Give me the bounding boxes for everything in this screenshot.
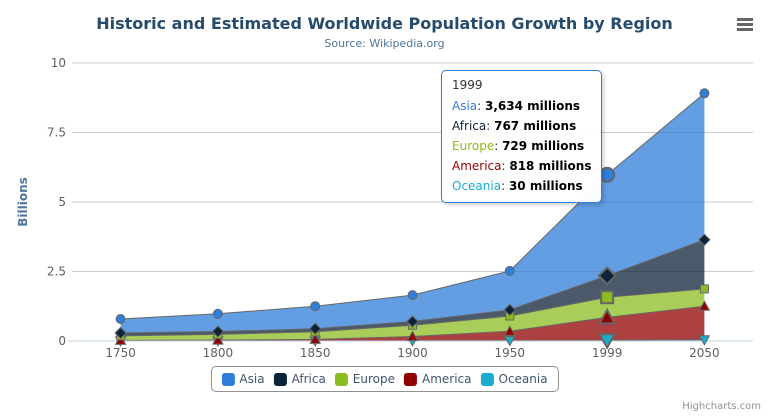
credits-link[interactable]: Highcharts.com bbox=[682, 401, 761, 412]
y-tick-label: 10 bbox=[51, 56, 66, 70]
marker-asia-1750[interactable] bbox=[115, 314, 126, 324]
marker-asia-1900[interactable] bbox=[407, 290, 418, 301]
tooltip-header: 1999 bbox=[452, 78, 483, 92]
marker-africa-1850[interactable] bbox=[308, 322, 322, 335]
y-tick-label: 2.5 bbox=[47, 265, 66, 279]
marker-africa-1950[interactable] bbox=[503, 303, 517, 317]
y-axis-title: Billions bbox=[16, 177, 30, 227]
legend-symbol-america bbox=[404, 372, 418, 386]
legend-item-africa[interactable]: Africa bbox=[273, 372, 326, 386]
marker-america-1999[interactable] bbox=[597, 307, 617, 325]
tooltip: 1999 Asia: 3,634 millions Africa: 767 mil… bbox=[441, 70, 603, 203]
y-tick-label: 7.5 bbox=[47, 126, 66, 140]
area-africa[interactable] bbox=[120, 239, 705, 336]
area-america[interactable] bbox=[120, 306, 705, 341]
tooltip-row-america: America: 818 millions bbox=[452, 159, 592, 173]
marker-africa-1750[interactable] bbox=[114, 326, 127, 340]
marker-america-1800[interactable] bbox=[212, 334, 224, 345]
legend-symbol-europe bbox=[334, 372, 348, 386]
legend-item-europe[interactable]: Europe bbox=[334, 372, 396, 386]
hamburger-menu-icon bbox=[737, 17, 753, 21]
x-tick-label: 1750 bbox=[105, 346, 136, 360]
legend-label: America bbox=[422, 372, 472, 386]
x-tick-label: 2050 bbox=[689, 346, 720, 360]
export-menu-button[interactable] bbox=[733, 13, 757, 35]
legend-item-america[interactable]: America bbox=[404, 372, 472, 386]
marker-asia-1800[interactable] bbox=[212, 308, 223, 319]
y-tick-label: 5 bbox=[58, 195, 66, 209]
marker-africa-1999[interactable] bbox=[597, 266, 617, 286]
marker-oceania-2050[interactable] bbox=[698, 335, 711, 346]
marker-america-1900[interactable] bbox=[406, 330, 419, 341]
chart-title: Historic and Estimated Worldwide Populat… bbox=[96, 14, 673, 33]
chart-subtitle: Source: Wikipedia.org bbox=[324, 37, 445, 50]
legend-label: Africa bbox=[291, 372, 326, 386]
legend-label: Europe bbox=[352, 372, 396, 386]
x-tick-label: 1850 bbox=[300, 346, 331, 360]
marker-asia-1999[interactable] bbox=[599, 166, 616, 183]
marker-oceania-1950[interactable] bbox=[503, 336, 516, 347]
marker-africa-1900[interactable] bbox=[406, 315, 419, 328]
y-tick-label: 0 bbox=[58, 334, 66, 348]
x-tick-label: 1950 bbox=[495, 346, 526, 360]
legend: Asia Africa Europe America Oceania bbox=[210, 366, 559, 392]
marker-africa-2050[interactable] bbox=[698, 233, 711, 247]
legend-symbol-oceania bbox=[480, 372, 494, 386]
area-asia[interactable] bbox=[120, 93, 705, 333]
marker-america-2050[interactable] bbox=[698, 300, 711, 311]
legend-item-asia[interactable]: Asia bbox=[221, 372, 265, 386]
marker-oceania-1999[interactable] bbox=[597, 333, 617, 350]
marker-america-1850[interactable] bbox=[309, 333, 322, 344]
tooltip-row-asia: Asia: 3,634 millions bbox=[452, 99, 581, 113]
x-tick-label: 1999 bbox=[592, 346, 623, 360]
marker-asia-1950[interactable] bbox=[504, 265, 515, 276]
marker-europe-1999[interactable] bbox=[600, 290, 615, 305]
x-tick-label: 1900 bbox=[397, 346, 428, 360]
legend-item-oceania[interactable]: Oceania bbox=[480, 372, 548, 386]
marker-asia-2050[interactable] bbox=[699, 88, 710, 99]
marker-africa-1800[interactable] bbox=[211, 325, 225, 338]
x-tick-label: 1800 bbox=[203, 346, 234, 360]
legend-symbol-asia bbox=[221, 372, 235, 386]
tooltip-row-oceania: Oceania: 30 millions bbox=[452, 179, 583, 193]
legend-label: Oceania bbox=[498, 372, 548, 386]
marker-america-1950[interactable] bbox=[503, 325, 516, 336]
marker-asia-1850[interactable] bbox=[310, 301, 321, 312]
tooltip-row-africa: Africa: 767 millions bbox=[452, 119, 577, 133]
legend-symbol-africa bbox=[273, 372, 287, 386]
legend-label: Asia bbox=[239, 372, 265, 386]
tooltip-row-europe: Europe: 729 millions bbox=[452, 139, 585, 153]
marker-europe-2050[interactable] bbox=[699, 284, 709, 294]
